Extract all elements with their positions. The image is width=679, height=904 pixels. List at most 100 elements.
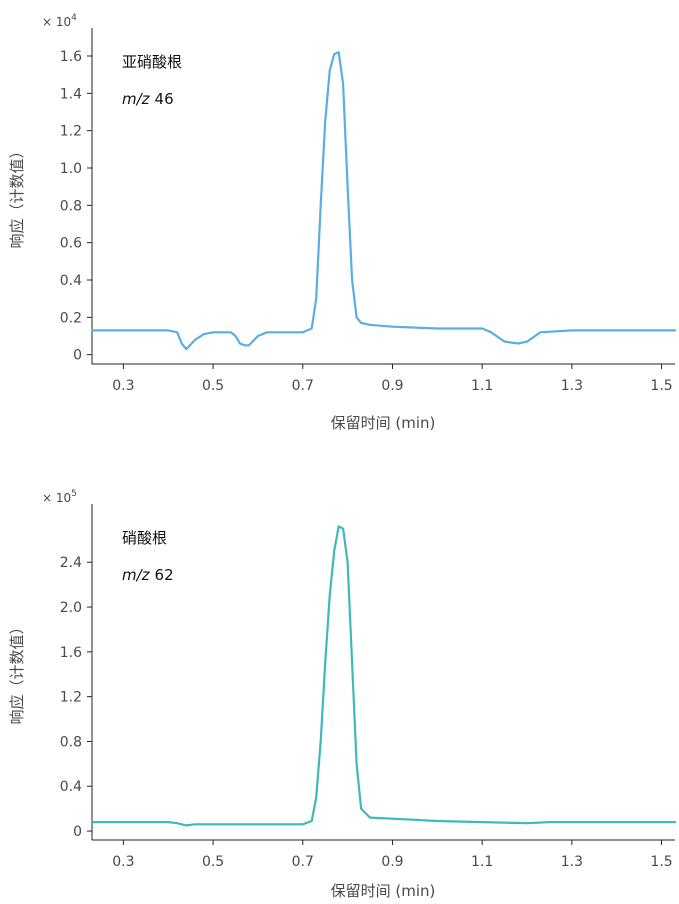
data-point [234,335,237,337]
data-point [122,821,125,823]
x-axis-ticks: 0.3 0.5 0.7 0.9 1.1 1.3 1.5 [112,364,673,394]
data-point [248,344,250,347]
data-point [266,331,268,334]
x-tick-label: 0.7 [292,854,314,870]
x-tick-label: 1.5 [650,854,672,870]
x-axis-ticks: 0.3 0.5 0.7 0.9 1.1 1.3 1.5 [112,840,673,870]
data-point [674,329,676,332]
nitrate-trace-points [91,525,676,827]
data-point [360,322,362,324]
y-multiplier-label: × 104 [42,13,77,29]
x-tick-label: 1.1 [471,854,493,870]
x-tick-label: 0.9 [381,854,403,870]
data-point [346,185,349,188]
data-point [194,338,196,341]
data-point [328,595,331,597]
data-point [333,550,336,552]
nitrite-trace-line [90,51,677,351]
data-point [517,342,519,345]
data-point [167,821,169,823]
mz-label: m/z 46 [122,90,174,108]
data-point [180,342,183,345]
data-point [319,740,322,743]
data-point [674,821,676,823]
y-tick-label: 1.2 [60,690,82,706]
x-tick-label: 0.5 [202,378,224,394]
x-tick-label: 1.3 [561,378,583,394]
y-tick-label: 1.4 [60,86,82,102]
data-point [194,823,196,826]
data-point [324,662,327,664]
data-point [333,53,336,55]
y-tick-label: 2.4 [60,555,82,571]
data-point [615,329,618,332]
data-point [391,325,394,328]
y-tick-label: 0.2 [60,310,82,326]
y-axis-title: 响应（计数值） [8,619,26,724]
data-point [481,821,484,823]
data-point [302,331,304,334]
data-point [369,816,371,819]
data-point [351,662,353,664]
data-point [230,331,232,334]
data-point [122,329,125,332]
data-point [185,348,187,350]
data-point [203,333,205,335]
data-point [257,823,259,826]
analyte-name-label: 硝酸根 [122,529,167,547]
data-point [458,327,461,330]
x-tick-label: 0.7 [292,378,314,394]
data-point [315,796,318,799]
data-point [360,807,362,810]
data-point [212,331,214,334]
y-tick-label: 0.4 [60,273,82,289]
y-tick-label: 0.4 [60,779,82,795]
data-point [490,331,492,334]
data-point [279,331,282,334]
data-point [91,329,93,332]
data-point [221,331,223,334]
y-tick-label: 1.0 [60,161,82,177]
y-tick-label: 0.8 [60,198,82,214]
data-point [212,823,214,826]
data-point [355,763,358,765]
data-point [315,297,318,300]
nitrate-chart-panel: × 105 0 0.4 0.8 1.2 1.6 2.0 2.4 0.3 0.5 0.7 0.9 1.… [8,489,677,900]
x-tick-label: 0.3 [112,854,134,870]
data-point [342,83,344,85]
nitrate-trace-line [90,525,677,827]
data-point [369,324,371,326]
data-point [346,561,349,563]
data-point [351,279,353,281]
x-tick-label: 0.5 [202,854,224,870]
data-point [571,821,573,823]
data-point [526,822,528,824]
y-tick-label: 2.0 [60,600,82,616]
y-tick-label: 1.6 [60,645,82,661]
data-point [337,51,340,54]
y-axis-ticks: 0 0.4 0.8 1.2 1.6 2.0 2.4 [60,555,92,840]
data-point [243,344,246,347]
y-tick-label: 0 [73,348,82,364]
data-point [571,329,573,332]
data-point [391,817,394,820]
data-point [185,824,187,827]
data-point [310,327,313,330]
data-point [503,340,506,343]
data-point [342,527,344,530]
y-tick-label: 1.2 [60,124,82,140]
y-tick-label: 0.6 [60,236,82,252]
data-point [239,342,241,345]
data-point [257,335,259,337]
x-axis-title: 保留时间 (min) [331,882,436,900]
data-point [176,331,178,334]
y-tick-label: 0 [73,824,82,840]
data-point [436,327,439,330]
data-point [167,329,169,332]
data-point [328,70,331,72]
data-point [414,819,416,821]
data-point [526,340,528,343]
y-tick-label: 0.8 [60,734,82,750]
